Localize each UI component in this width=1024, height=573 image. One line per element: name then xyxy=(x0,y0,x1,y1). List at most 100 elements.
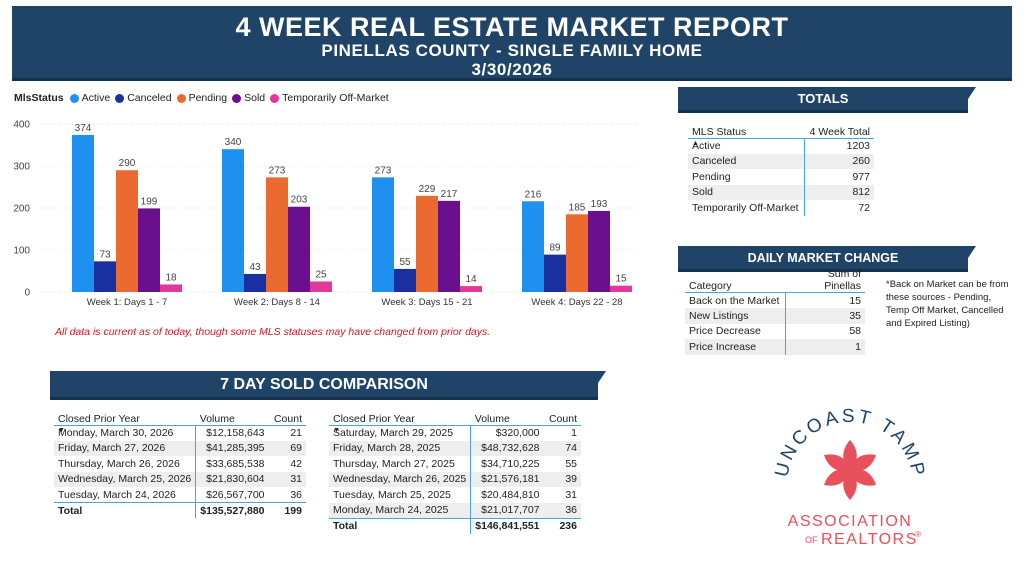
data-label: 14 xyxy=(465,274,477,285)
logo-petal xyxy=(850,468,876,486)
data-label: 273 xyxy=(269,165,286,176)
legend-item-pending[interactable]: Pending xyxy=(176,92,227,104)
data-label: 217 xyxy=(441,189,458,200)
legend-dot-sold xyxy=(232,93,242,103)
bar-canceled xyxy=(394,268,416,292)
sold-volume: $21,576,181 xyxy=(470,471,544,487)
legend-item-temp-off-market[interactable]: Temporarily Off-Market xyxy=(270,92,389,104)
sold-prior-col-volume[interactable]: Volume xyxy=(474,412,510,425)
sold-current-col-count[interactable]: Count xyxy=(273,412,302,425)
y-tick-label: 300 xyxy=(13,162,30,173)
y-tick-label: 0 xyxy=(24,288,30,299)
table-row: Tuesday, March 24, 2026 $26,567,700 36 xyxy=(54,487,306,503)
legend-item-sold[interactable]: Sold xyxy=(232,92,265,104)
bar-temporarily-off-market xyxy=(160,284,182,292)
y-tick-label: 200 xyxy=(13,204,30,215)
sold-date: Tuesday, March 25, 2025 xyxy=(329,487,472,503)
data-label: 185 xyxy=(569,202,586,213)
sold-count: 39 xyxy=(543,471,581,487)
legend-label-sold: Sold xyxy=(244,92,266,104)
table-total-row: Total $146,841,551 236 xyxy=(329,517,581,534)
data-label: 43 xyxy=(249,262,261,273)
totals-value: 260 xyxy=(804,153,874,169)
sold-count: 69 xyxy=(268,440,306,456)
table-row: Sold 812 xyxy=(688,184,874,200)
bar-sold xyxy=(588,210,610,292)
totals-value: 812 xyxy=(804,184,874,200)
sold-count: 31 xyxy=(268,471,306,487)
sold-volume: $12,158,643 xyxy=(206,427,265,439)
sold-count: 31 xyxy=(565,488,577,501)
sold-current-col-date[interactable]: Closed Prior Year xyxy=(54,403,196,434)
bar-sold xyxy=(288,206,310,292)
bar-canceled xyxy=(94,261,116,292)
logo-petal xyxy=(824,454,850,472)
sold-volume: $26,567,700 xyxy=(206,488,265,501)
daily-value: 35 xyxy=(785,308,865,324)
sold-date: Friday, March 28, 2025 xyxy=(329,440,472,456)
legend-item-active[interactable]: Active xyxy=(69,92,110,104)
sold-volume: $320,000 xyxy=(495,427,540,439)
sold-date: Wednesday, March 26, 2025 xyxy=(329,471,472,487)
logo-of: OF xyxy=(805,535,818,545)
sold-total-label: Total xyxy=(54,502,197,518)
table-row: New Listings 35 xyxy=(685,308,865,324)
data-disclaimer: All data is current as of today, though … xyxy=(55,326,491,338)
bar-active xyxy=(222,149,244,292)
legend-dot-active xyxy=(69,93,79,103)
bar-pending xyxy=(416,195,438,292)
totals-value: 977 xyxy=(852,170,870,183)
table-row: Price Increase 1 xyxy=(685,339,865,355)
legend-item-canceled[interactable]: Canceled xyxy=(115,92,172,104)
x-tick-label: Week 1: Days 1 - 7 xyxy=(87,297,168,308)
table-row: Back on the Market 15 xyxy=(685,292,865,308)
logo-association: ASSOCIATION xyxy=(788,513,913,530)
totals-label: Temporarily Off-Market xyxy=(688,200,805,216)
sold-date: Saturday, March 29, 2025 xyxy=(329,425,472,441)
sold-volume: $21,017,707 xyxy=(470,502,544,518)
sold-comparison-banner: 7 DAY SOLD COMPARISON xyxy=(50,371,606,400)
y-tick-label: 400 xyxy=(13,120,30,131)
bar-canceled xyxy=(544,254,566,292)
data-label: 193 xyxy=(591,199,608,210)
data-label: 340 xyxy=(225,137,242,148)
daily-label: Price Decrease xyxy=(685,323,786,339)
sold-total-count: 199 xyxy=(268,502,306,518)
sold-total-count: 236 xyxy=(543,517,581,534)
report-header: 4 WEEK REAL ESTATE MARKET REPORT PINELLA… xyxy=(12,6,1012,81)
bar-temporarily-off-market xyxy=(310,281,332,292)
sold-count: 42 xyxy=(290,457,302,470)
totals-col-status[interactable]: MLS Status xyxy=(688,116,804,147)
table-row: Saturday, March 29, 2025 $320,000 1 xyxy=(329,425,581,441)
back-on-market-note: *Back on Market can be from these source… xyxy=(886,279,1009,329)
totals-banner: TOTALS xyxy=(678,87,976,113)
table-row: Thursday, March 26, 2026 $33,685,538 42 xyxy=(54,456,306,472)
totals-label: Pending xyxy=(688,169,805,185)
bar-active xyxy=(72,134,94,292)
table-row: Active 1203 xyxy=(688,138,874,154)
bar-pending xyxy=(116,170,138,292)
daily-col-sum[interactable]: Sum of Pinellas xyxy=(824,268,861,292)
table-row: Monday, March 24, 2025 $21,017,707 36 xyxy=(329,502,581,518)
data-label: 203 xyxy=(291,195,308,206)
sold-volume: $21,830,604 xyxy=(195,471,269,487)
sold-prior-col-date[interactable]: Closed Prior Year xyxy=(329,403,471,434)
daily-value: 15 xyxy=(849,294,861,307)
logo-petal xyxy=(824,468,850,486)
sold-volume: $41,285,395 xyxy=(195,440,269,456)
totals-col-total[interactable]: 4 Week Total xyxy=(809,125,870,138)
data-label: 199 xyxy=(141,196,158,207)
legend-dot-pending xyxy=(176,93,186,103)
daily-col-category[interactable]: Category xyxy=(689,280,732,292)
sold-date: Friday, March 27, 2026 xyxy=(54,440,197,456)
sold-prior-col-count[interactable]: Count xyxy=(548,412,577,425)
x-tick-label: Week 3: Days 15 - 21 xyxy=(381,297,472,308)
sold-date: Tuesday, March 24, 2026 xyxy=(54,487,197,503)
daily-label: Back on the Market xyxy=(685,292,786,308)
daily-label: Price Increase xyxy=(685,339,786,355)
bar-canceled xyxy=(244,273,266,292)
bar-active xyxy=(522,201,544,292)
data-label: 229 xyxy=(419,184,436,195)
sold-current-col-volume[interactable]: Volume xyxy=(199,412,235,425)
